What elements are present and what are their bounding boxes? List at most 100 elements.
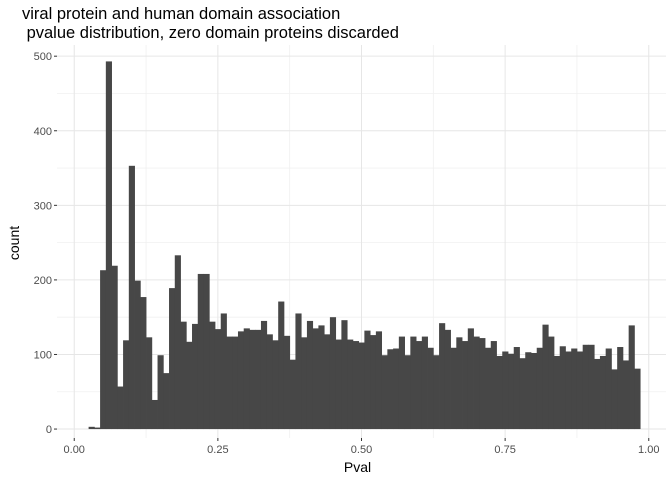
histogram-bar: [341, 320, 348, 430]
histogram-bar: [278, 301, 285, 430]
y-tick-label: 500: [34, 51, 52, 63]
histogram-bar: [94, 427, 101, 430]
histogram-bar: [370, 335, 377, 430]
histogram-bar: [375, 331, 383, 430]
histogram-bar: [146, 337, 153, 430]
x-tick-label: 0.00: [64, 444, 85, 456]
histogram-bar: [393, 348, 400, 430]
histogram-bar: [197, 273, 204, 430]
histogram-bar: [163, 373, 170, 430]
histogram-bar: [381, 355, 388, 430]
histogram-bar: [427, 347, 434, 430]
x-axis-ticks: 0.00 0.25 0.50 0.75 1.00: [64, 438, 659, 456]
y-axis-ticks: 0 100 200 300 400 500: [34, 51, 57, 436]
histogram-bar: [232, 336, 239, 430]
histogram-bar: [88, 426, 95, 430]
histogram-bar: [617, 347, 624, 430]
histogram-bar: [151, 399, 158, 430]
histogram-bar: [565, 351, 572, 430]
x-tick-label: 0.25: [207, 444, 228, 456]
histogram-bar: [243, 328, 250, 430]
histogram-bar: [525, 352, 532, 430]
histogram-bar: [352, 341, 360, 430]
histogram-bar: [347, 339, 354, 430]
histogram-bar: [105, 61, 112, 430]
histogram-bar: [599, 355, 607, 430]
histogram-bar: [289, 359, 296, 430]
histogram-bar: [508, 353, 515, 430]
histogram-bar: [117, 386, 124, 430]
histogram-bar: [421, 336, 428, 430]
histogram-bar: [536, 347, 543, 430]
histogram-bar: [255, 329, 262, 430]
histogram-bar: [502, 351, 509, 430]
histogram-bar: [519, 358, 526, 430]
histogram-bar: [100, 270, 107, 430]
histogram-bar: [329, 317, 337, 430]
y-tick-label: 100: [34, 349, 52, 361]
histogram-bar: [398, 336, 405, 430]
histogram-bar: [237, 331, 245, 430]
histogram-bar: [548, 336, 555, 430]
histogram-bar: [335, 339, 342, 430]
histogram-bar: [214, 329, 222, 430]
histogram-bar: [174, 255, 181, 430]
histogram-bar: [410, 336, 417, 430]
histogram-bar: [272, 340, 279, 430]
histogram-bar: [634, 368, 641, 430]
histogram-bar: [186, 341, 193, 430]
histogram-bar: [301, 337, 308, 430]
histogram-bars: [88, 61, 641, 430]
histogram-bar: [553, 355, 561, 430]
y-tick-label: 300: [34, 200, 52, 212]
histogram-bar: [462, 341, 469, 430]
histogram-bar: [467, 328, 474, 430]
histogram-bar: [111, 265, 118, 430]
histogram-bar: [479, 338, 486, 430]
histogram-bar: [283, 335, 291, 430]
y-tick-label: 200: [34, 275, 52, 287]
histogram-bar: [496, 355, 503, 430]
x-axis-title: Pval: [344, 459, 371, 475]
histogram-bar: [582, 344, 589, 430]
y-tick-label: 400: [34, 126, 52, 138]
histogram-bar: [157, 355, 164, 430]
histogram-bar: [226, 336, 233, 430]
histogram-bar: [306, 320, 314, 430]
histogram-bar: [324, 334, 331, 430]
histogram-bar: [387, 349, 394, 430]
histogram-bar: [473, 336, 480, 430]
histogram-bar: [559, 346, 566, 430]
histogram-bar: [611, 369, 618, 430]
histogram-bar: [450, 347, 457, 430]
histogram-bar: [203, 273, 210, 430]
histogram-bar: [571, 348, 578, 430]
chart-title-line-2: pvalue distribution, zero domain protein…: [22, 24, 399, 42]
histogram-bar: [169, 288, 176, 430]
histogram-bar: [249, 329, 256, 430]
histogram-bar: [622, 360, 630, 430]
histogram-bar: [404, 355, 411, 430]
histogram-bar: [530, 352, 538, 430]
histogram-bar: [576, 351, 584, 430]
x-tick-label: 0.75: [494, 444, 515, 456]
histogram-bar: [260, 320, 268, 430]
histogram-bar: [439, 323, 446, 430]
chart-title-line-1: viral protein and human domain associati…: [22, 5, 341, 23]
histogram-bar: [628, 325, 635, 430]
histogram-bar: [312, 328, 319, 430]
histogram-bar: [123, 340, 130, 430]
histogram-bar: [295, 313, 302, 430]
histogram-bar: [134, 280, 141, 430]
histogram-bar: [433, 355, 440, 430]
histogram-bar: [456, 337, 463, 430]
histogram-bar: [588, 344, 595, 430]
y-axis-title: count: [6, 226, 22, 260]
histogram-bar: [220, 313, 227, 430]
histogram-bar: [542, 324, 549, 430]
histogram-bar: [490, 341, 497, 430]
histogram-bar: [192, 323, 199, 430]
x-tick-label: 0.50: [351, 444, 372, 456]
y-tick-label: 0: [46, 424, 52, 436]
